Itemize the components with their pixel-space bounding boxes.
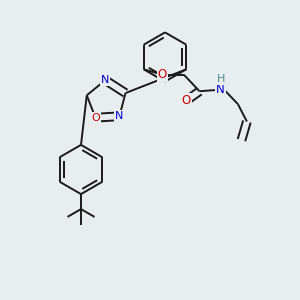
Text: O: O	[91, 113, 100, 123]
Text: N: N	[216, 83, 225, 96]
Text: N: N	[115, 111, 124, 121]
Text: O: O	[182, 94, 191, 107]
Text: O: O	[158, 68, 167, 81]
Text: H: H	[217, 74, 225, 84]
Text: N: N	[101, 75, 110, 85]
